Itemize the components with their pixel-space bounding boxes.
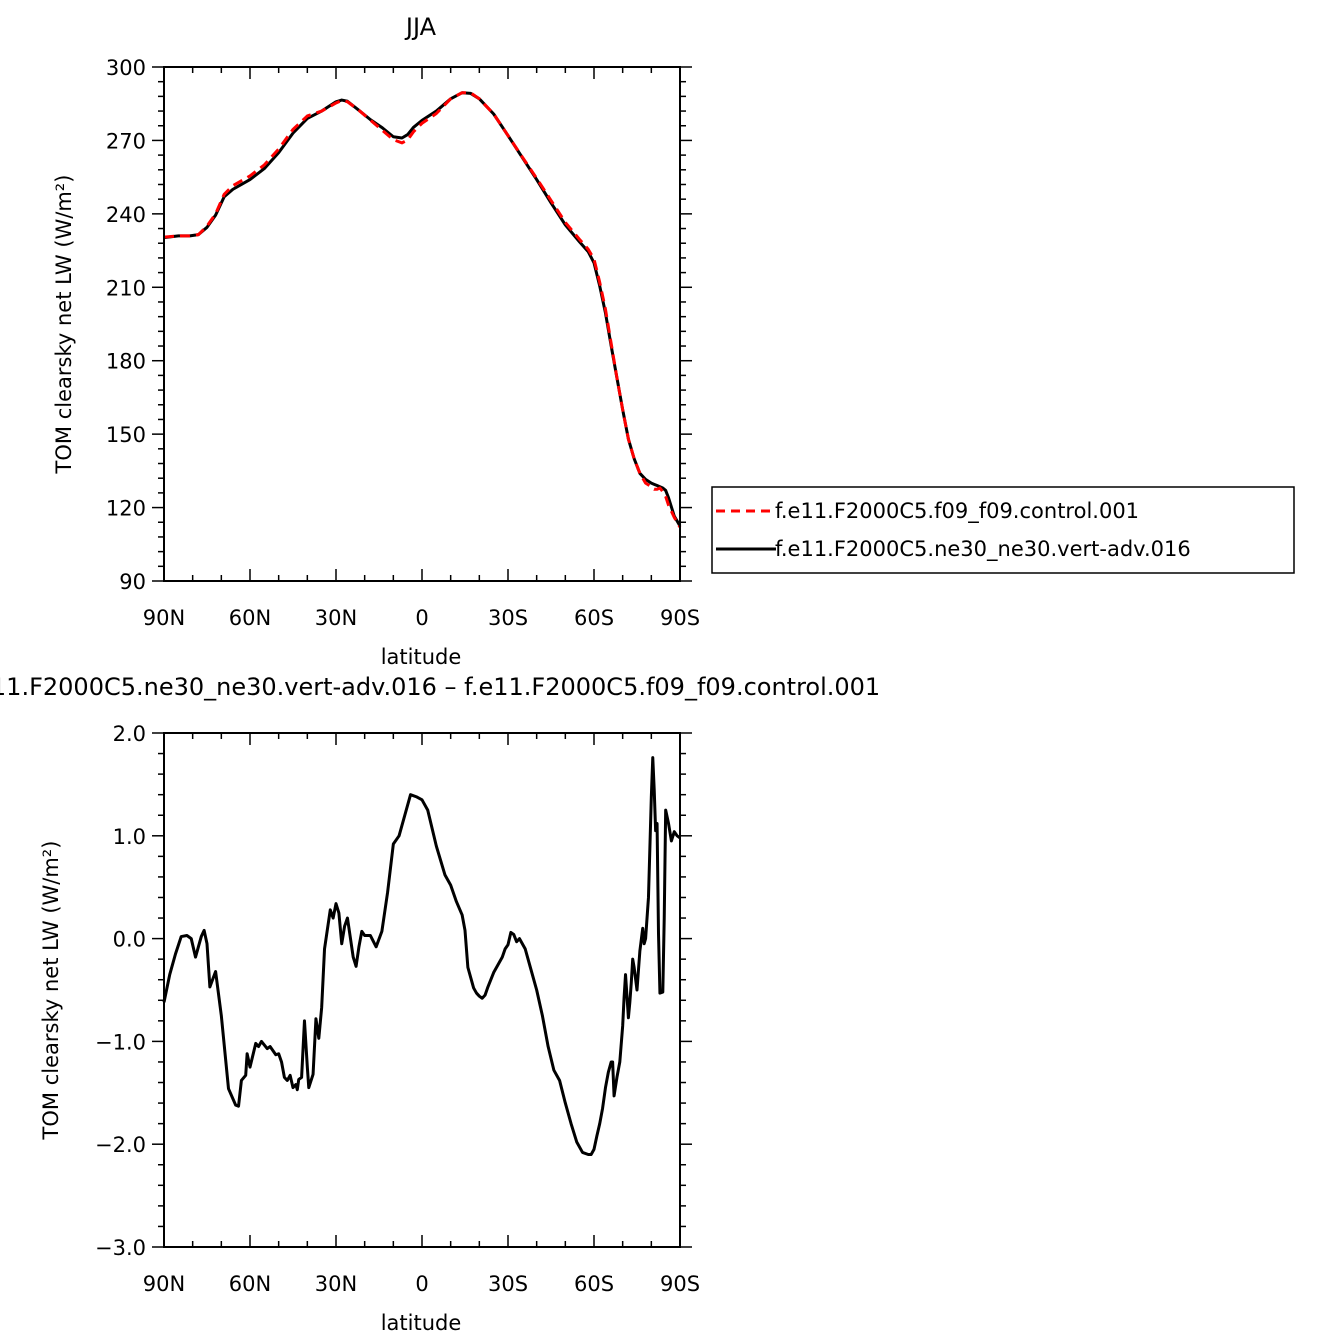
bottom-x-tick-label: 90N xyxy=(143,1272,185,1296)
top-x-tick-label: 30N xyxy=(315,606,357,630)
bottom-x-tick-label: 30N xyxy=(315,1272,357,1296)
legend-label-vert-adv: f.e11.F2000C5.ne30_ne30.vert-adv.016 xyxy=(775,537,1191,562)
bottom-y-tick-label: −1.0 xyxy=(95,1030,146,1054)
bottom-panel: f.e11.F2000C5.ne30_ne30.vert-adv.016 – f… xyxy=(0,673,880,1335)
bottom-y-tick-label: 1.0 xyxy=(113,825,146,849)
bottom-y-tick-label: 2.0 xyxy=(113,722,146,746)
top-y-tick-label: 120 xyxy=(106,497,146,521)
bottom-x-tick-label: 60S xyxy=(574,1272,614,1296)
top-x-tick-label: 90S xyxy=(660,606,700,630)
bottom-series-line-1 xyxy=(162,756,681,1156)
top-y-tick-label: 90 xyxy=(119,570,146,594)
top-series-line-2 xyxy=(163,91,682,527)
top-axis-ticks: 90N 60N 30N 0 30S 60S 90S 90 120 150 180 210 240 270 3… xyxy=(106,56,700,630)
bottom-x-tick-label: 30S xyxy=(488,1272,528,1296)
bottom-x-axis-label: latitude xyxy=(381,1311,462,1335)
bottom-x-tick-label: 60N xyxy=(229,1272,271,1296)
top-x-axis-label: latitude xyxy=(381,645,462,669)
bottom-y-axis-label: TOM clearsky net LW (W/m²) xyxy=(39,841,63,1141)
top-x-tick-label: 60S xyxy=(574,606,614,630)
top-y-tick-label: 300 xyxy=(106,56,146,80)
bottom-chart-title: f.e11.F2000C5.ne30_ne30.vert-adv.016 – f… xyxy=(0,673,880,701)
top-y-tick-label: 180 xyxy=(106,350,146,374)
top-chart-title: JJA xyxy=(404,13,437,41)
bottom-y-tick-label: 0.0 xyxy=(113,928,146,952)
top-plot-frame xyxy=(163,66,681,582)
bottom-y-tick-label: −3.0 xyxy=(95,1236,146,1260)
top-x-tick-label: 60N xyxy=(229,606,271,630)
top-series-layer xyxy=(163,91,682,528)
top-x-tick-label: 30S xyxy=(488,606,528,630)
bottom-x-tick-label: 90S xyxy=(660,1272,700,1296)
legend: f.e11.F2000C5.f09_f09.control.001 f.e11.… xyxy=(711,486,1295,574)
top-y-tick-label: 210 xyxy=(106,276,146,300)
bottom-x-tick-label: 0 xyxy=(415,1272,428,1296)
legend-label-control: f.e11.F2000C5.f09_f09.control.001 xyxy=(775,499,1139,524)
top-panel: JJA 90N 60N 30N 0 30S 60S 90S 90 120 150 180 210 240… xyxy=(52,13,1295,669)
bottom-y-tick-label: −2.0 xyxy=(95,1133,146,1157)
top-x-tick-label: 0 xyxy=(415,606,428,630)
top-y-tick-label: 240 xyxy=(106,203,146,227)
top-y-tick-label: 150 xyxy=(106,423,146,447)
top-x-tick-label: 90N xyxy=(143,606,185,630)
top-y-tick-label: 270 xyxy=(106,129,146,153)
bottom-plot-frame xyxy=(163,732,681,1248)
bottom-axis-ticks: 90N 60N 30N 0 30S 60S 90S −3.0 −2.0 −1.0 0.0 1.0 2.0 xyxy=(95,722,700,1296)
top-series-line-1 xyxy=(163,91,682,528)
legend-box xyxy=(711,486,1295,574)
top-y-axis-label: TOM clearsky net LW (W/m²) xyxy=(52,175,76,475)
bottom-series-layer xyxy=(162,756,681,1156)
